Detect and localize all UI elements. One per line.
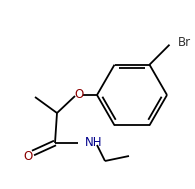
Text: O: O <box>23 149 33 163</box>
Text: NH: NH <box>85 136 103 149</box>
Text: Br: Br <box>177 36 191 49</box>
Text: O: O <box>74 88 84 101</box>
